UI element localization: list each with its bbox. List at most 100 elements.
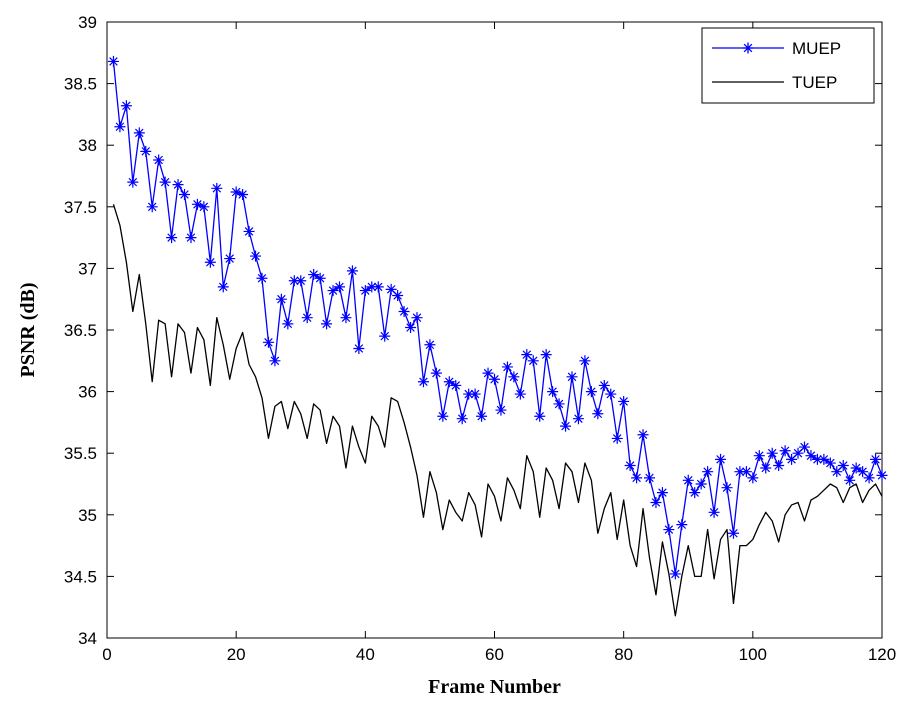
data-point-muep — [417, 376, 429, 388]
data-point-muep — [321, 318, 333, 330]
y-axis-label: PSNR (dB) — [17, 282, 39, 377]
data-point-muep — [650, 496, 662, 508]
data-point-muep — [495, 404, 507, 416]
data-point-muep — [805, 450, 817, 462]
legend-label-tuep: TUEP — [792, 73, 837, 92]
x-tick-label: 120 — [868, 645, 896, 664]
data-point-muep — [605, 388, 617, 400]
y-tick-label: 37 — [78, 259, 97, 278]
data-point-muep — [669, 568, 681, 580]
data-point-muep — [850, 462, 862, 474]
data-point-muep — [211, 182, 223, 194]
x-tick-label: 80 — [614, 645, 633, 664]
x-tick-label: 20 — [227, 645, 246, 664]
data-point-muep — [301, 312, 313, 324]
x-tick-label: 0 — [102, 645, 111, 664]
data-point-muep — [166, 232, 178, 244]
data-point-muep — [521, 349, 533, 361]
series-layer — [107, 55, 888, 617]
data-point-muep — [191, 198, 203, 210]
data-point-muep — [179, 188, 190, 200]
data-point-muep — [250, 250, 262, 262]
data-point-muep — [469, 388, 481, 400]
y-tick-label: 36 — [78, 383, 97, 402]
data-point-muep — [792, 447, 804, 459]
x-tick-label: 60 — [485, 645, 504, 664]
data-point-muep — [224, 253, 236, 265]
data-point-muep — [721, 482, 733, 494]
legend: MUEP TUEP — [701, 27, 875, 104]
data-point-muep — [379, 330, 391, 342]
data-point-muep — [534, 410, 546, 422]
data-point-muep — [631, 472, 643, 484]
data-point-muep — [392, 290, 404, 302]
data-point-muep — [560, 420, 572, 432]
data-point-muep — [476, 410, 488, 422]
data-point-muep — [585, 386, 597, 398]
data-point-muep — [489, 373, 500, 385]
y-axis-ticks: 34 34.5 35 35.5 36 36.5 37 37.5 38 38.5 39 — [64, 13, 882, 648]
data-point-muep — [237, 188, 249, 200]
data-point-muep — [837, 460, 849, 472]
y-tick-label: 39 — [78, 13, 97, 32]
data-point-muep — [172, 179, 184, 191]
data-point-muep — [514, 388, 526, 400]
data-point-muep — [870, 453, 882, 465]
data-point-muep — [740, 466, 752, 478]
data-point-muep — [676, 519, 688, 531]
data-point-muep — [824, 457, 836, 469]
y-tick-label: 35 — [78, 506, 97, 525]
data-point-muep — [579, 355, 591, 367]
data-point-muep — [456, 413, 468, 425]
y-tick-label: 38 — [78, 136, 97, 155]
data-point-muep — [598, 379, 610, 391]
series-line-tuep — [112, 204, 883, 617]
data-point-muep — [353, 342, 365, 354]
data-point-muep — [204, 256, 216, 268]
data-point-muep — [146, 201, 158, 213]
data-point-muep — [198, 201, 210, 213]
data-point-muep — [463, 388, 475, 400]
data-point-muep — [702, 466, 714, 478]
data-point-muep — [715, 453, 727, 465]
x-tick-label: 100 — [739, 645, 767, 664]
data-point-muep — [501, 361, 513, 373]
data-point-muep — [644, 472, 655, 484]
data-point-muep — [275, 293, 287, 305]
data-point-muep — [424, 339, 436, 351]
data-point-muep — [159, 176, 171, 188]
data-point-muep — [863, 472, 875, 484]
data-point-muep — [682, 474, 694, 486]
data-point-muep — [857, 466, 869, 478]
data-point-muep — [140, 145, 152, 157]
data-point-muep — [540, 349, 552, 361]
data-point-muep — [844, 474, 856, 486]
data-point-muep — [314, 272, 326, 284]
data-point-muep — [120, 100, 132, 112]
data-point-muep — [127, 176, 139, 188]
data-point-muep — [327, 285, 339, 297]
data-point-muep — [269, 355, 281, 367]
data-point-muep — [359, 285, 371, 297]
data-point-muep — [430, 367, 442, 379]
data-point-muep — [695, 478, 707, 490]
data-point-muep — [618, 395, 630, 407]
data-point-muep — [133, 127, 145, 139]
x-tick-label: 40 — [356, 645, 375, 664]
data-point-muep — [779, 445, 791, 457]
data-point-muep — [437, 410, 449, 422]
data-point-muep — [547, 386, 559, 398]
data-point-muep — [398, 306, 410, 318]
legend-label-muep: MUEP — [792, 39, 841, 58]
data-point-muep — [876, 469, 888, 481]
legend-marker-muep — [742, 42, 754, 54]
y-tick-label: 34 — [78, 629, 97, 648]
data-point-muep — [663, 524, 675, 536]
data-point-muep — [405, 322, 417, 334]
data-point-muep — [753, 450, 765, 462]
data-point-muep — [747, 472, 759, 484]
data-point-muep — [656, 487, 668, 499]
y-tick-label: 38.5 — [64, 75, 97, 94]
data-point-muep — [831, 466, 843, 478]
